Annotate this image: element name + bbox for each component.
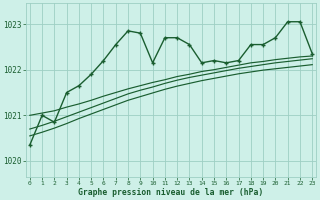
X-axis label: Graphe pression niveau de la mer (hPa): Graphe pression niveau de la mer (hPa) — [78, 188, 264, 197]
